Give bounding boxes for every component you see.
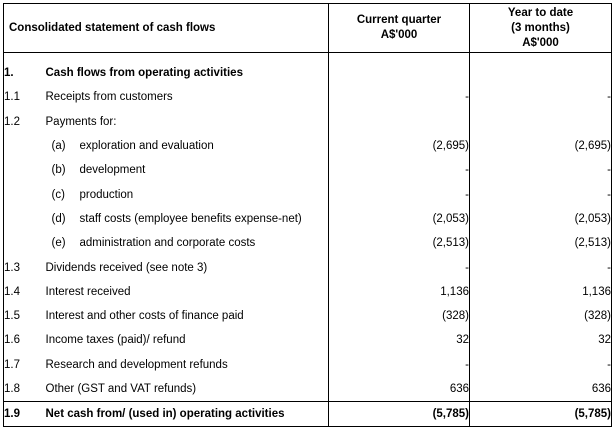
- row-number: 1.7: [3, 352, 46, 377]
- row-description: (a) exploration and evaluation: [46, 134, 329, 158]
- row-number: 1.6: [3, 328, 46, 353]
- row-number: 1.: [3, 61, 46, 86]
- table-row: (d) staff costs (employee benefits expens…: [3, 206, 612, 232]
- current-quarter-unit: A$'000: [380, 29, 418, 41]
- sub-item-label: administration and corporate costs: [79, 237, 256, 250]
- row-description: Other (GST and VAT refunds): [45, 383, 197, 395]
- row-number: 1.8: [3, 376, 46, 402]
- ytd-value: [469, 109, 612, 134]
- current-quarter-value: [328, 61, 470, 86]
- ytd-value: (2,695): [469, 133, 612, 159]
- ytd-value: -: [469, 85, 612, 110]
- row-number: [3, 231, 46, 256]
- row-number: [3, 206, 46, 232]
- ytd-value: -: [469, 182, 612, 207]
- sub-item-label: exploration and evaluation: [79, 140, 214, 153]
- table-row: 1.6 Income taxes (paid)/ refund 32 32: [3, 328, 612, 353]
- row-description: Income taxes (paid)/ refund: [45, 334, 186, 347]
- table-row: 1.2 Payments for:: [3, 109, 612, 134]
- current-quarter-value: (2,053): [328, 206, 470, 232]
- row-description: (d) staff costs (employee benefits expens…: [46, 207, 329, 231]
- statement-title: Consolidated statement of cash flows: [3, 3, 329, 53]
- sub-item-tag: (e): [51, 237, 66, 250]
- ytd-value: 1,136: [469, 279, 612, 304]
- table-row: (a) exploration and evaluation (2,695) (2…: [3, 133, 612, 159]
- row-number: 1.3: [3, 255, 46, 280]
- current-quarter-value: -: [328, 352, 470, 377]
- row-description: Payments for:: [45, 115, 117, 128]
- sub-item-tag: (c): [51, 188, 65, 201]
- current-quarter-value: -: [328, 182, 470, 207]
- ytd-value: (2,053): [469, 206, 612, 232]
- sub-item-tag: (a): [51, 140, 66, 153]
- ytd-unit: A$'000: [522, 36, 559, 49]
- row-number: 1.4: [3, 279, 46, 304]
- row-description: Receipts from customers: [45, 91, 173, 104]
- current-quarter-value: (2,695): [328, 133, 470, 159]
- ytd-value: -: [469, 352, 612, 377]
- ytd-value: -: [469, 158, 612, 183]
- row-description: (e) administration and corporate costs: [46, 231, 329, 255]
- row-number: [3, 158, 46, 183]
- current-quarter-header: Current quarter A$'000: [328, 3, 470, 53]
- row-number: [3, 133, 46, 159]
- table-header-row: Consolidated statement of cash flows Cur…: [3, 3, 612, 53]
- table-row: (e) administration and corporate costs (2…: [3, 231, 612, 256]
- row-number: 1.2: [3, 109, 46, 134]
- sub-item-label: development: [79, 164, 146, 177]
- year-to-date-header: Year to date (3 months) A$'000: [469, 3, 612, 53]
- row-description: Dividends received (see note 3): [45, 261, 208, 274]
- current-quarter-value: 32: [328, 328, 470, 353]
- current-quarter-value: -: [328, 85, 470, 110]
- ytd-value: -: [469, 255, 612, 280]
- current-quarter-value: -: [328, 158, 470, 183]
- current-quarter-value: 1,136: [328, 279, 470, 304]
- table-row: (b) development - -: [3, 158, 612, 183]
- sub-item-label: production: [79, 188, 134, 201]
- spacer-row: [3, 52, 612, 61]
- current-quarter-value: (2,513): [328, 231, 470, 256]
- row-description: (b) development: [46, 158, 329, 182]
- table-row: 1.1 Receipts from customers - -: [3, 85, 612, 110]
- ytd-value: (5,785): [469, 401, 612, 427]
- row-number: 1.1: [3, 85, 46, 110]
- row-description: (c) production: [46, 182, 329, 206]
- row-description: Interest and other costs of finance paid: [45, 310, 244, 323]
- row-description: Net cash from/ (used in) operating activ…: [45, 401, 329, 427]
- ytd-value: (2,513): [469, 231, 612, 256]
- ytd-value: 32: [469, 328, 612, 353]
- current-quarter-label: Current quarter: [356, 14, 442, 26]
- table-row: 1. Cash flows from operating activities: [3, 61, 612, 86]
- ytd-value: 636: [469, 376, 612, 402]
- table-row: 1.4 Interest received 1,136 1,136: [3, 279, 612, 304]
- current-quarter-value: -: [328, 255, 470, 280]
- ytd-value: (328): [469, 303, 612, 329]
- row-number: [3, 182, 46, 207]
- table-row: (c) production - -: [3, 182, 612, 207]
- sub-item-tag: (b): [51, 164, 66, 177]
- current-quarter-value: [328, 109, 470, 134]
- row-description: Research and development refunds: [45, 358, 228, 371]
- table-row: 1.8 Other (GST and VAT refunds) 636 636: [3, 376, 612, 402]
- current-quarter-value: 636: [328, 376, 470, 402]
- table-row: 1.3 Dividends received (see note 3) - -: [3, 255, 612, 280]
- ytd-period: (3 months): [511, 21, 570, 34]
- sub-item-label: staff costs (employee benefits expense-n…: [79, 212, 302, 225]
- row-description: Cash flows from operating activities: [45, 67, 243, 80]
- cash-flow-table: Consolidated statement of cash flows Cur…: [3, 3, 612, 427]
- row-number: 1.5: [3, 303, 46, 329]
- table-row: 1.5 Interest and other costs of finance …: [3, 303, 612, 329]
- total-row: 1.9 Net cash from/ (used in) operating a…: [3, 401, 612, 427]
- ytd-label: Year to date: [507, 6, 574, 19]
- row-description: Interest received: [45, 285, 131, 298]
- sub-item-tag: (d): [51, 212, 66, 225]
- table-row: 1.7 Research and development refunds - -: [3, 352, 612, 377]
- current-quarter-value: (328): [328, 303, 470, 329]
- row-number: 1.9: [3, 401, 46, 427]
- ytd-value: [469, 61, 612, 86]
- current-quarter-value: (5,785): [328, 401, 470, 427]
